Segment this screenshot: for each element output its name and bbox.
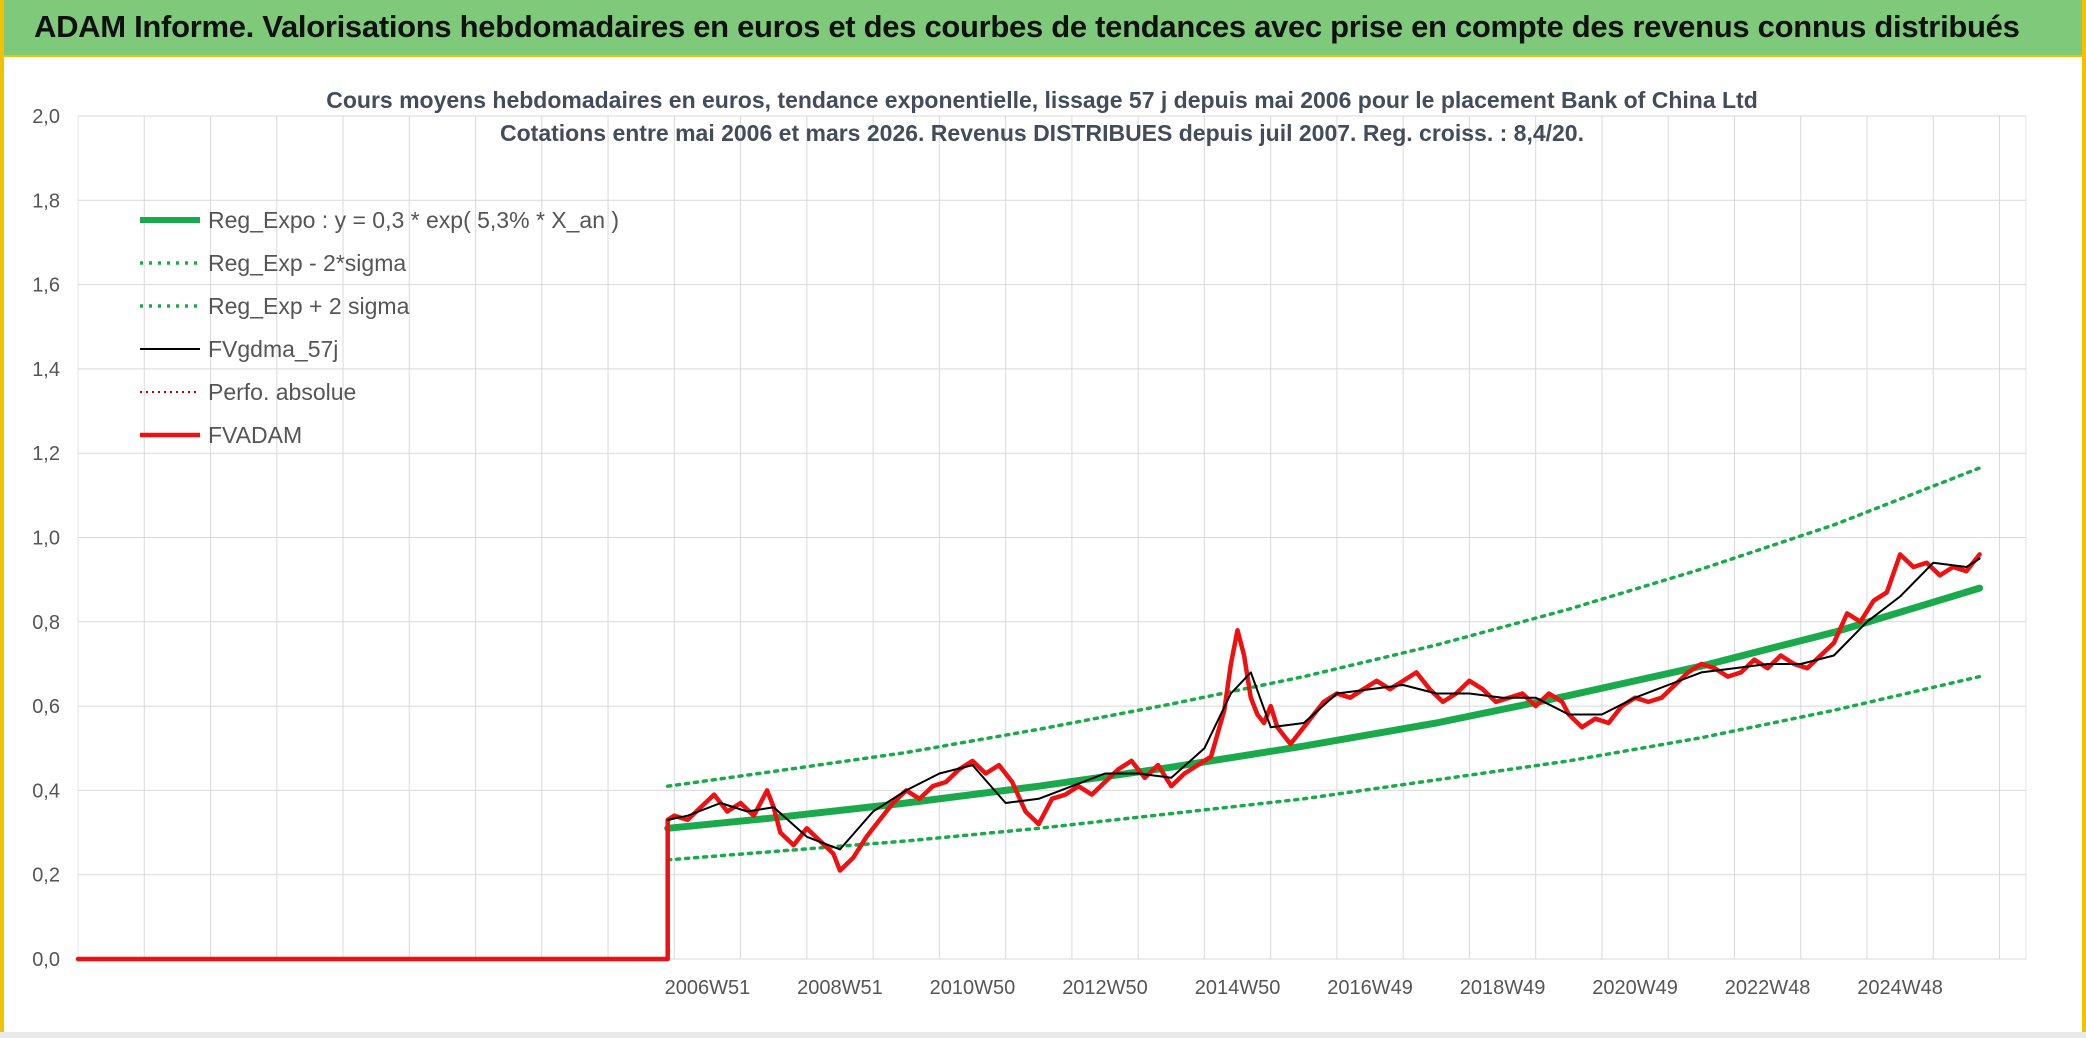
y-tick-label: 1,8	[32, 190, 60, 212]
bottom-border	[0, 1032, 2086, 1038]
y-tick-label: 0,6	[32, 696, 60, 718]
y-tick-label: 2,0	[32, 106, 60, 128]
report-title: ADAM Informe. Valorisations hebdomadaire…	[34, 9, 2020, 44]
x-tick-label: 2018W49	[1460, 977, 1546, 999]
x-tick-label: 2024W48	[1857, 977, 1943, 999]
y-tick-label: 1,0	[32, 528, 60, 550]
x-tick-label: 2020W49	[1592, 977, 1678, 999]
x-tick-label: 2014W50	[1195, 977, 1281, 999]
x-tick-label: 2006W51	[665, 977, 751, 999]
x-tick-label: 2022W48	[1725, 977, 1811, 999]
legend-label: Reg_Exp + 2 sigma	[208, 293, 410, 319]
chart-title-line: Cours moyens hebdomadaires en euros, ten…	[326, 87, 1758, 113]
legend-label: Reg_Expo : y = 0,3 * exp( 5,3% * X_an )	[208, 207, 619, 233]
legend-label: FVgdma_57j	[208, 336, 338, 362]
y-tick-label: 1,6	[32, 275, 60, 297]
chart-title-line: Cotations entre mai 2006 et mars 2026. R…	[500, 120, 1584, 146]
series-line-2	[665, 466, 1982, 788]
y-tick-label: 0,4	[32, 780, 60, 802]
x-tick-label: 2010W50	[930, 977, 1016, 999]
x-tick-label: 2008W51	[797, 977, 883, 999]
legend-label: Reg_Exp - 2*sigma	[208, 250, 406, 276]
series-line-0	[664, 584, 1984, 832]
y-tick-label: 0,8	[32, 612, 60, 634]
x-tick-label: 2012W50	[1062, 977, 1148, 999]
line-chart: 0,0 0,2 0,4 0,6 0,8 1,0 1,2 1,4 1,6 1,8 2,0 2006W51…	[32, 87, 2027, 999]
y-tick-label: 0,0	[32, 949, 60, 971]
y-tick-label: 1,2	[32, 443, 60, 465]
x-tick-label: 2016W49	[1327, 977, 1413, 999]
y-tick-label: 0,2	[32, 865, 60, 887]
report-banner: ADAM Informe. Valorisations hebdomadaire…	[4, 0, 2082, 57]
legend-label: Perfo. absolue	[208, 379, 356, 405]
series-line-1	[665, 674, 1982, 862]
series-line-5	[75, 552, 1982, 962]
series-line-3	[666, 557, 1981, 851]
legend-label: FVADAM	[208, 422, 302, 448]
y-tick-label: 1,4	[32, 359, 60, 381]
